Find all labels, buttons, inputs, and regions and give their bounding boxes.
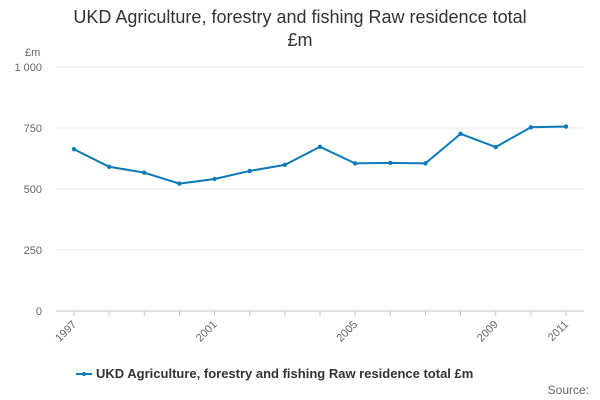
x-tick-label: 1997 — [53, 319, 79, 345]
y-tick-label: 250 — [24, 245, 42, 257]
data-point[interactable] — [177, 181, 182, 186]
chart-title: UKD Agriculture, forestry and fishing Ra… — [0, 6, 600, 52]
data-point[interactable] — [388, 160, 393, 166]
data-point[interactable] — [71, 147, 77, 152]
data-point[interactable] — [212, 176, 217, 182]
data-point[interactable] — [282, 162, 288, 168]
data-point[interactable] — [142, 170, 147, 175]
series-layer — [71, 124, 569, 186]
legend-line-marker-icon — [76, 368, 92, 380]
source-label: Source: — [547, 383, 589, 397]
data-point[interactable] — [317, 144, 323, 149]
y-tick-label: 750 — [24, 123, 42, 135]
y-axis: 0 250 500 750 1 000 — [14, 62, 42, 318]
y-tick-label: 1 000 — [14, 62, 42, 74]
y-axis-unit-label: £m — [25, 47, 40, 59]
data-point[interactable] — [247, 168, 252, 174]
data-point[interactable] — [458, 131, 463, 137]
x-tick-label: 2001 — [194, 319, 220, 345]
chart-title-line-1: UKD Agriculture, forestry and fishing Ra… — [73, 7, 527, 27]
gridlines — [56, 66, 584, 312]
legend[interactable]: UKD Agriculture, forestry and fishing Ra… — [76, 366, 473, 381]
y-tick-label: 500 — [24, 184, 42, 196]
legend-label: UKD Agriculture, forestry and fishing Ra… — [96, 366, 474, 381]
x-tick-label: 2005 — [334, 319, 360, 345]
data-point[interactable] — [106, 164, 112, 169]
data-point[interactable] — [563, 124, 569, 129]
x-axis: 1997 2001 2005 2009 2011 — [53, 311, 571, 344]
y-tick-label: 0 — [36, 306, 42, 318]
data-point[interactable] — [528, 125, 534, 130]
data-point[interactable] — [423, 161, 428, 166]
chart-title-line-2: £m — [287, 30, 313, 50]
x-tick-label: 2011 — [546, 319, 571, 344]
data-point[interactable] — [493, 144, 498, 150]
data-point[interactable] — [352, 161, 358, 166]
series-line — [73, 125, 567, 185]
x-tick-label: 2009 — [475, 319, 501, 345]
